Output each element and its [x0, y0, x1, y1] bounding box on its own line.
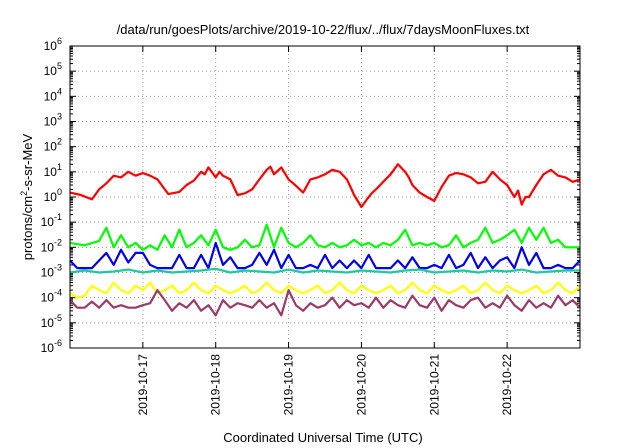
- y-tick-label: 10-6: [41, 338, 62, 355]
- x-tick-label: 2019-10-20: [354, 354, 368, 416]
- y-axis-ticks: 10-6 10-5 10-4 10-3 10-2 10-1 100 101 102 103 104 1…: [41, 36, 580, 355]
- series-line: [69, 267, 580, 274]
- x-axis-label: Coordinated Universal Time (UTC): [223, 430, 422, 445]
- y-tick-label: 104: [44, 86, 62, 103]
- y-tick-label: 100: [44, 187, 62, 204]
- x-tick-label: 2019-10-19: [282, 354, 296, 416]
- y-tick-label: 10-2: [41, 237, 62, 254]
- series-group: [69, 163, 581, 317]
- y-tick-label: 10-4: [41, 288, 62, 305]
- series-3: [69, 267, 580, 274]
- y-tick-label: 102: [44, 137, 62, 154]
- x-tick-label: 2019-10-17: [136, 354, 150, 416]
- series-line: [69, 163, 581, 209]
- y-tick-label: 106: [44, 36, 62, 53]
- y-tick-label: 10-5: [41, 313, 62, 330]
- series-0: [69, 163, 581, 209]
- x-tick-label: 2019-10-21: [427, 354, 441, 416]
- x-tick-label: 2019-10-18: [209, 354, 223, 416]
- series-line: [69, 223, 580, 251]
- y-tick-label: 10-1: [41, 212, 62, 229]
- x-axis-ticks: 2019-10-17 2019-10-18 2019-10-19 2019-10-20…: [136, 46, 514, 415]
- series-1: [69, 223, 580, 251]
- series-line: [69, 241, 581, 270]
- series-5: [69, 289, 581, 317]
- series-line: [69, 289, 581, 317]
- y-tick-label: 10-3: [41, 263, 62, 280]
- y-tick-label: 105: [44, 61, 62, 78]
- y-tick-label: 101: [44, 162, 62, 179]
- series-2: [69, 241, 581, 270]
- x-tick-label: 2019-10-22: [500, 354, 514, 416]
- y-axis-label: protons/cm2-s-sr-MeV: [19, 133, 35, 260]
- plot-frame: [69, 45, 581, 349]
- chart-title: /data/run/goesPlots/archive/2019-10-22/f…: [117, 22, 530, 37]
- series-4: [69, 281, 581, 299]
- series-line: [69, 281, 581, 299]
- y-tick-label: 103: [44, 112, 62, 129]
